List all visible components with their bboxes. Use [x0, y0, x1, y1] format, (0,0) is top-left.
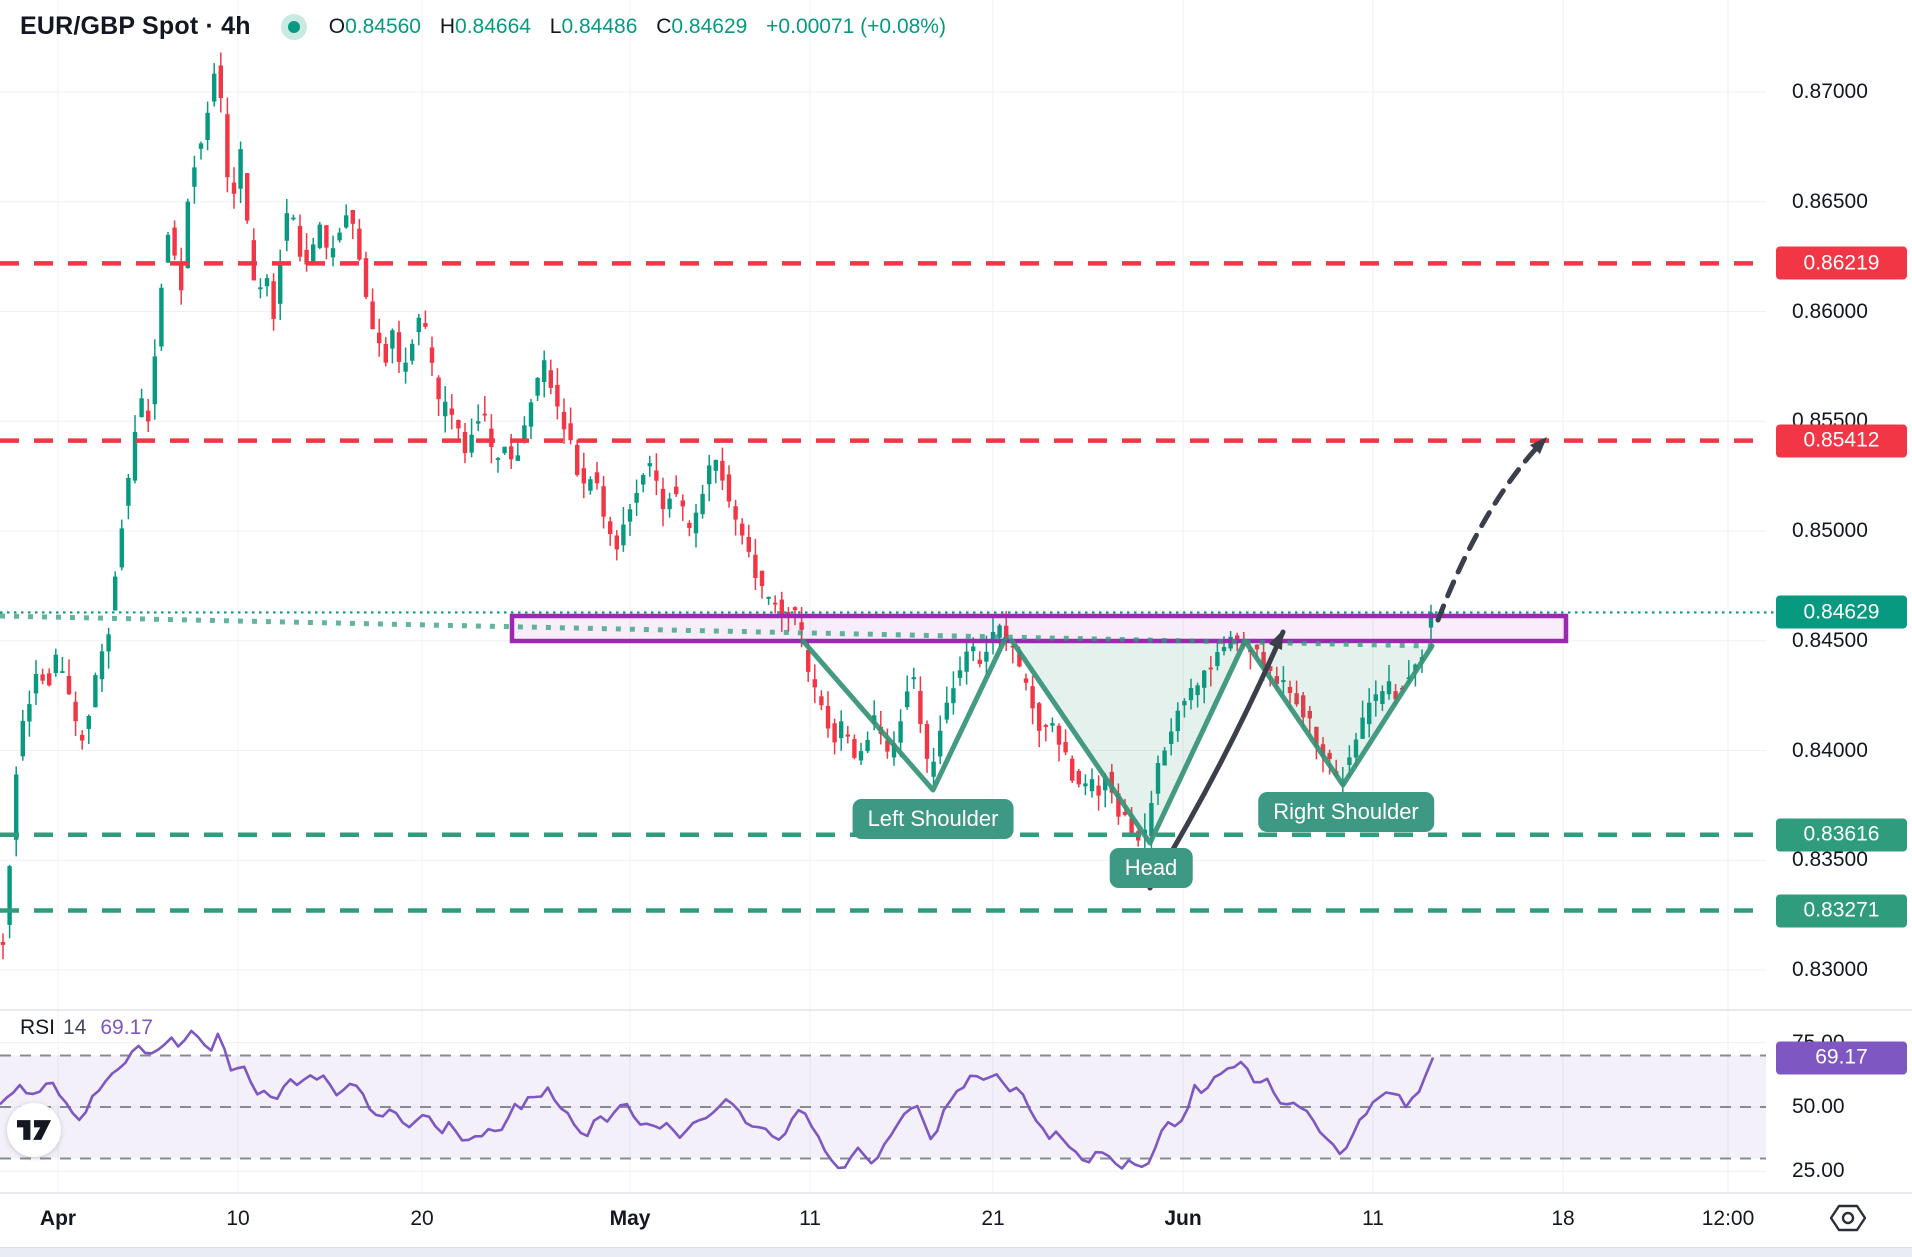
chart-legend: EUR/GBP Spot · 4h O0.84560 H0.84664 L0.8… — [20, 12, 946, 41]
time-axis-label[interactable]: 21 — [981, 1207, 1005, 1230]
rsi-value-badge[interactable]: 69.17 — [1776, 1041, 1907, 1075]
rsi-indicator-legend[interactable]: RSI 14 69.17 — [20, 1016, 153, 1040]
market-status-icon — [280, 13, 307, 40]
left-shoulder-label[interactable]: Left Shoulder — [852, 799, 1014, 839]
price-axis-label[interactable]: 0.84000 — [1792, 738, 1868, 762]
tradingview-logo-glyph — [17, 1120, 51, 1140]
rsi-length: 14 — [63, 1016, 87, 1039]
low-value: 0.84486 — [561, 14, 638, 38]
candlestick-series — [0, 52, 1434, 960]
head-lines — [1009, 638, 1248, 846]
close-label: C — [656, 14, 672, 38]
price-level-badge[interactable]: 0.83271 — [1776, 894, 1907, 927]
rsi-axis-label[interactable]: 25.00 — [1792, 1159, 1845, 1183]
price-level-badge[interactable]: 0.84629 — [1776, 595, 1907, 629]
rsi-name: RSI — [20, 1016, 56, 1039]
projection-arrow — [1435, 438, 1546, 623]
open-label: O — [328, 14, 346, 38]
rsi-value: 69.17 — [100, 1016, 153, 1039]
chart-settings-icon[interactable] — [1828, 1203, 1868, 1233]
price-axis-label[interactable]: 0.84500 — [1792, 628, 1868, 652]
price-axis-label[interactable]: 0.86500 — [1792, 189, 1868, 213]
right-shoulder-pattern-fill — [1245, 641, 1432, 785]
right-shoulder-label[interactable]: Right Shoulder — [1258, 792, 1434, 832]
right-shoulder-lines — [1242, 638, 1435, 788]
high-value: 0.84664 — [455, 14, 531, 38]
time-axis-label[interactable]: 11 — [1362, 1207, 1384, 1230]
projection-arrowhead — [1530, 437, 1547, 454]
time-axis-label[interactable]: Apr — [39, 1207, 77, 1230]
head-label[interactable]: Head — [1109, 848, 1193, 888]
price-axis-label[interactable]: 0.83000 — [1792, 958, 1868, 981]
price-level-badge[interactable]: 0.83616 — [1776, 818, 1907, 852]
time-axis-label[interactable]: 20 — [410, 1207, 434, 1230]
change-value: +0.00071 (+0.08%) — [766, 14, 946, 38]
time-axis-label[interactable]: 18 — [1551, 1207, 1575, 1230]
symbol-title[interactable]: EUR/GBP Spot · 4h — [20, 12, 251, 40]
rsi-line — [0, 1029, 1435, 1170]
ohlc-readout: O0.84560 H0.84664 L0.84486 C0.84629 +0.0… — [329, 15, 946, 39]
high-label: H — [439, 14, 456, 38]
price-level-badge[interactable]: 0.85412 — [1776, 424, 1907, 458]
sloping-dotted-trendline — [0, 613, 1433, 649]
time-axis-label[interactable]: 12:00 — [1701, 1207, 1755, 1230]
window-bottom-edge — [0, 1247, 1912, 1257]
price-axis-label[interactable]: 0.87000 — [1792, 80, 1868, 103]
tradingview-logo[interactable] — [7, 1103, 61, 1157]
head-pattern-fill — [1012, 641, 1245, 843]
open-value: 0.84560 — [345, 14, 421, 38]
price-axis-label[interactable]: 0.86000 — [1792, 299, 1868, 323]
price-level-badge[interactable]: 0.86219 — [1776, 246, 1907, 280]
time-axis-label[interactable]: May — [609, 1207, 651, 1230]
left-shoulder-lines — [800, 636, 1008, 793]
price-axis-label[interactable]: 0.83500 — [1792, 848, 1868, 872]
time-axis-label[interactable]: 10 — [226, 1207, 250, 1230]
time-axis-label[interactable]: Jun — [1164, 1207, 1202, 1230]
low-label: L — [549, 14, 562, 38]
rsi-axis-label[interactable]: 50.00 — [1792, 1095, 1845, 1118]
price-axis-label[interactable]: 0.85000 — [1792, 519, 1868, 542]
breakout-arrowhead — [1269, 630, 1283, 650]
close-value: 0.84629 — [671, 14, 748, 38]
time-axis-label[interactable]: 11 — [799, 1207, 821, 1230]
